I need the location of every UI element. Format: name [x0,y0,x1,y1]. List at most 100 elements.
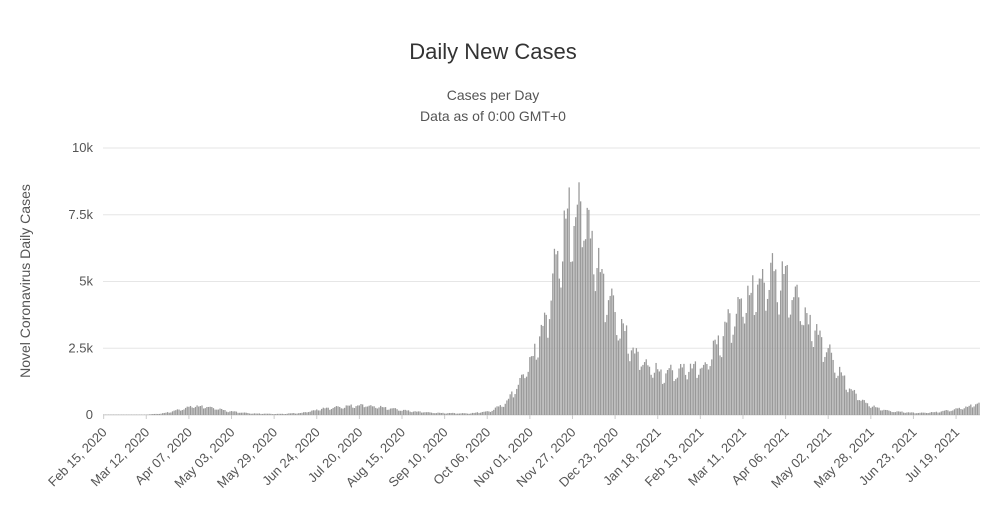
bar-day-39[interactable] [166,412,169,415]
bar-day-310[interactable] [611,288,613,415]
bar-day-163[interactable] [370,405,372,415]
bar-day-374[interactable] [716,344,718,415]
bar-day-518[interactable] [952,410,954,415]
bar-day-56[interactable] [194,406,197,415]
bar-day-333[interactable] [648,366,651,415]
bar-day-35[interactable] [160,413,162,415]
bar-day-217[interactable] [458,413,460,415]
bar-day-154[interactable] [355,406,357,415]
bar-day-96[interactable] [260,413,262,415]
bar-day-527[interactable] [966,406,969,415]
bar-day-328[interactable] [640,366,642,415]
bar-day-339[interactable] [658,371,660,415]
bar-day-140[interactable] [332,407,334,415]
bar-day-534[interactable] [978,402,980,415]
bar-day-341[interactable] [661,383,664,415]
bar-day-74[interactable] [224,410,226,415]
bar-day-291[interactable] [580,201,582,415]
bar-day-496[interactable] [916,413,918,415]
bar-day-205[interactable] [439,412,441,415]
bar-day-155[interactable] [357,405,359,415]
bar-day-194[interactable] [421,412,423,415]
bar-day-287[interactable] [573,225,575,415]
bar-day-32[interactable] [155,413,157,415]
bar-day-102[interactable] [270,413,272,415]
bar-day-167[interactable] [376,408,379,416]
bar-day-173[interactable] [386,409,388,415]
bar-day-278[interactable] [558,278,560,415]
bar-day-446[interactable] [834,372,836,415]
bar-day-99[interactable] [265,413,267,415]
bar-day-73[interactable] [222,410,224,415]
bar-day-97[interactable] [262,413,264,415]
bar-day-41[interactable] [170,412,172,415]
bar-day-268[interactable] [542,325,544,415]
bar-day-213[interactable] [452,412,454,415]
bar-day-156[interactable] [358,405,360,415]
bar-day-380[interactable] [725,322,728,415]
bar-day-244[interactable] [502,406,505,415]
bar-day-64[interactable] [207,406,210,415]
bar-day-169[interactable] [380,405,382,415]
bar-day-147[interactable] [343,407,346,415]
bar-day-508[interactable] [935,411,938,415]
bar-day-121[interactable] [301,412,303,415]
bar-day-119[interactable] [298,413,300,415]
bar-day-174[interactable] [388,409,390,415]
bar-day-376[interactable] [719,355,721,415]
bar-day-530[interactable] [971,407,974,415]
bar-day-463[interactable] [861,399,864,415]
bar-day-437[interactable] [819,330,821,415]
bar-day-319[interactable] [625,325,628,415]
bar-day-88[interactable] [247,413,249,415]
bar-day-227[interactable] [475,412,477,415]
bar-day-193[interactable] [419,411,421,415]
bar-day-392[interactable] [745,312,747,415]
bar-day-445[interactable] [832,359,834,415]
bar-day-165[interactable] [373,406,375,415]
bar-day-289[interactable] [576,204,579,415]
bar-day-360[interactable] [693,363,695,415]
bar-day-357[interactable] [688,371,690,415]
bar-day-168[interactable] [378,407,380,415]
bar-day-481[interactable] [891,412,893,415]
bar-day-471[interactable] [875,407,877,415]
bar-day-28[interactable] [148,414,151,415]
bar-day-161[interactable] [366,406,369,415]
bar-day-395[interactable] [750,292,752,415]
bar-day-428[interactable] [804,307,806,415]
bar-day-257[interactable] [524,378,526,415]
bar-day-483[interactable] [894,412,897,415]
bar-day-509[interactable] [937,412,939,415]
bar-day-209[interactable] [445,413,447,415]
bar-day-55[interactable] [193,407,195,415]
bar-day-372[interactable] [712,340,715,415]
bar-day-266[interactable] [539,336,541,415]
bar-day-33[interactable] [157,413,159,415]
bar-day-248[interactable] [509,394,511,415]
bar-day-480[interactable] [889,411,892,415]
bar-day-76[interactable] [227,412,229,415]
bar-day-324[interactable] [634,353,636,416]
bar-day-504[interactable] [929,412,931,415]
bar-day-353[interactable] [681,367,683,415]
bar-day-316[interactable] [621,319,623,415]
bar-day-326[interactable] [637,351,639,415]
bar-day-364[interactable] [699,368,701,415]
bar-day-519[interactable] [953,409,956,415]
bar-day-111[interactable] [284,414,287,415]
bar-day-350[interactable] [676,377,679,415]
bar-day-207[interactable] [442,412,444,415]
bar-day-369[interactable] [707,369,710,415]
bar-day-79[interactable] [232,411,234,415]
bar-day-529[interactable] [970,404,972,415]
bar-day-489[interactable] [904,412,906,415]
bar-day-325[interactable] [635,348,638,415]
bar-day-337[interactable] [655,362,657,415]
bar-day-313[interactable] [616,335,618,415]
bar-day-433[interactable] [812,347,815,415]
bar-day-444[interactable] [830,352,833,415]
bar-day-439[interactable] [822,361,824,415]
bar-day-348[interactable] [673,381,675,415]
bar-day-120[interactable] [299,413,301,415]
